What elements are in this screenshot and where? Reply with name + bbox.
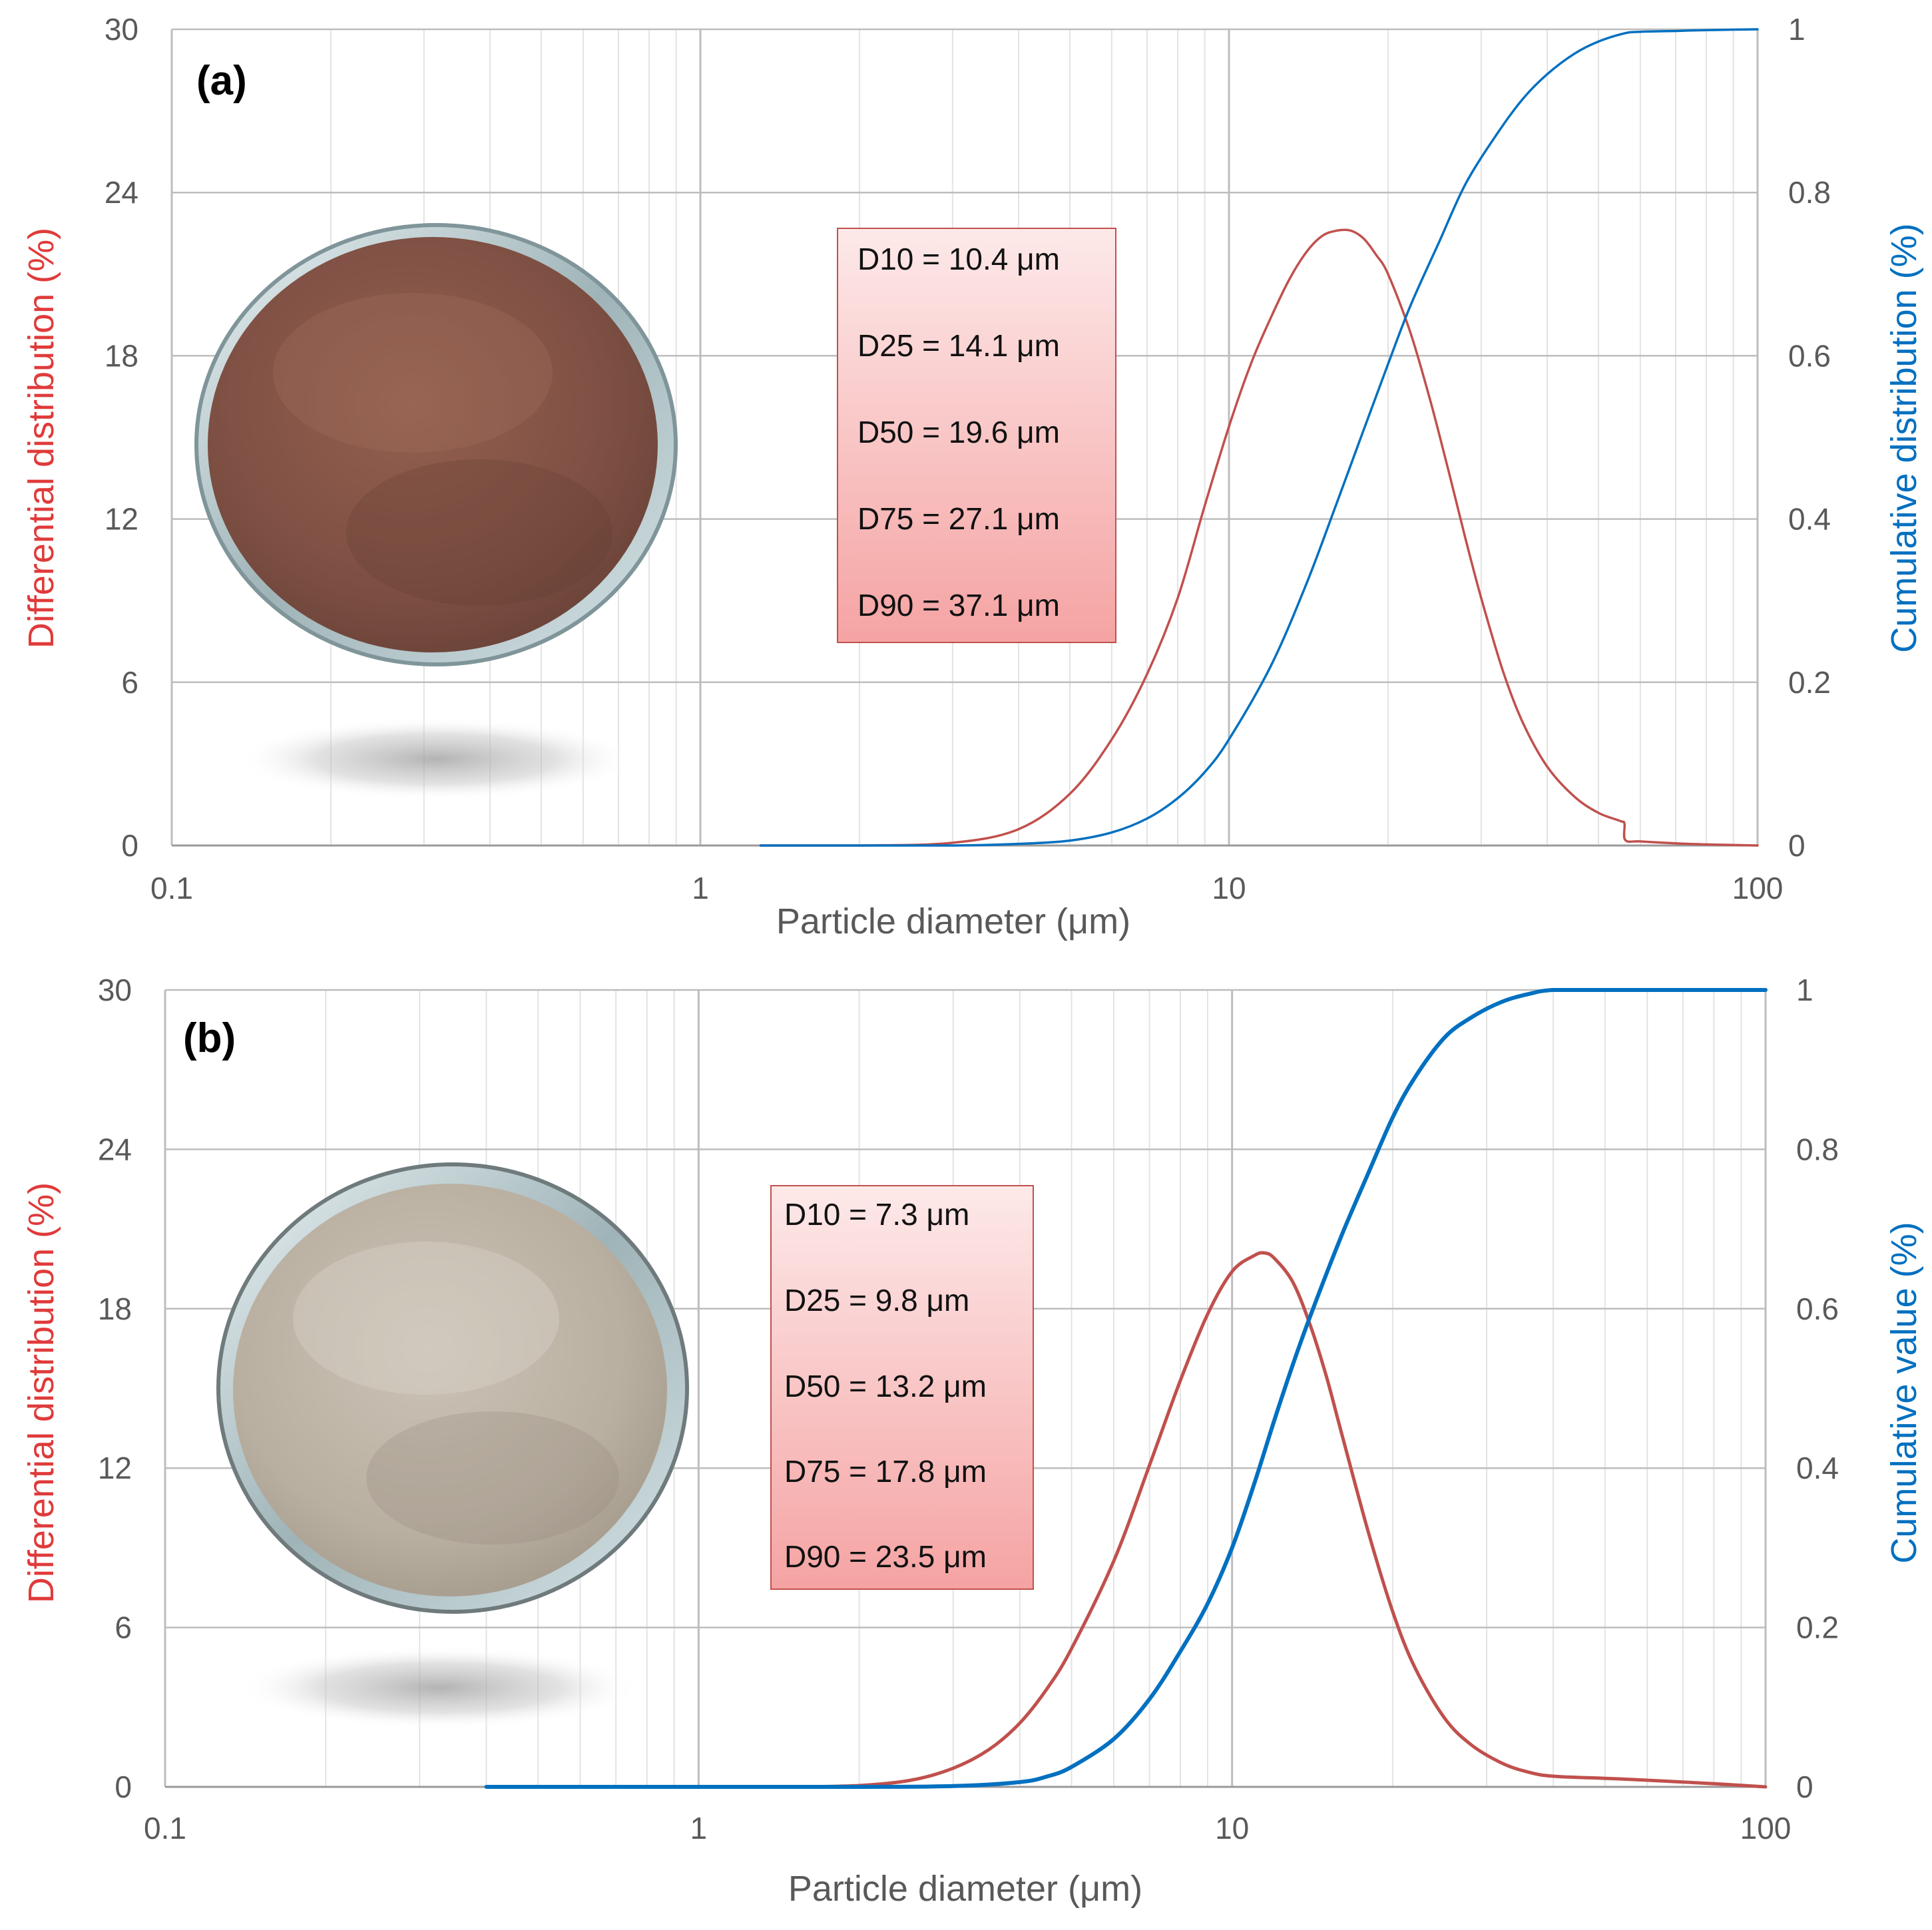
panel-b-y-right-tick-label: 0.4: [1796, 1451, 1839, 1485]
panel-a-photo-shadow: [236, 718, 636, 800]
panel-b-differential-line: [790, 1251, 1768, 1789]
panel-a-plot-area: [759, 28, 1759, 847]
panel-a-ylabel-right: Cumulative distribution (%): [1884, 223, 1924, 652]
panel-a-x-tick-label: 100: [1732, 871, 1784, 905]
panel-a-label: (a): [196, 58, 247, 104]
panel-b-y-right-tick-label: 0.8: [1796, 1132, 1839, 1166]
panel-a-y-left-tick-label: 12: [105, 502, 138, 537]
panel-a-y-right-tick-label: 1: [1788, 12, 1806, 47]
panel-b-photo: [216, 1162, 689, 1729]
panel-a-powder-shade: [346, 459, 612, 606]
panel-b-y-right-tick-label: 0.6: [1796, 1292, 1839, 1326]
panel-b-plot-area: [484, 987, 1768, 1790]
panel-a-x-tick-label: 0.1: [150, 871, 193, 905]
panel-a-xlabel: Particle diameter (μm): [776, 901, 1130, 941]
panel-a-powder-highlight: [273, 293, 553, 453]
panel-a-powder: [208, 237, 658, 652]
panel-b-ylabel-right: Cumulative value (%): [1884, 1222, 1924, 1563]
panel-a-x-tick-label: 10: [1212, 871, 1246, 905]
panel-a-y-right-tick-label: 0.8: [1788, 175, 1831, 210]
panel-a-y-left-tick-label: 18: [105, 338, 138, 373]
panel-a-y-right-tick-label: 0.4: [1788, 502, 1831, 537]
panel-a-differential-line: [759, 228, 1759, 847]
panel-a-y-left-tick-label: 6: [121, 665, 138, 700]
panel-b-y-right-tick-label: 1: [1796, 973, 1813, 1007]
panel-b-xlabel: Particle diameter (μm): [788, 1869, 1142, 1909]
panel-a-ylabel-left: Differential distribution (%): [21, 228, 61, 648]
panel-b-powder-highlight: [293, 1242, 559, 1395]
panel-b-x-tick-label: 0.1: [144, 1811, 186, 1845]
panel-b-stats-box: [770, 1185, 1034, 1590]
panel-b-stat-d50: D50 = 13.2 μm: [784, 1369, 987, 1403]
panel-b-x-tick-label: 1: [690, 1811, 708, 1845]
panel-b-x-tick-label: 100: [1740, 1811, 1792, 1845]
panel-b-y-right-tick-label: 0.2: [1796, 1610, 1839, 1645]
panel-b-label: (b): [183, 1015, 236, 1061]
panel-b-cumulative-line: [484, 987, 1768, 1790]
panel-a-stats-box: [837, 228, 1116, 643]
panel-a-stat-d90: D90 = 37.1 μm: [857, 588, 1060, 622]
panel-a-y-left-tick-label: 24: [105, 175, 138, 210]
panel-a-photo: [194, 223, 678, 800]
panel-a-x-tick-label: 1: [692, 871, 709, 905]
panel-a-stat-d25: D25 = 14.1 μm: [857, 328, 1060, 363]
panel-b-x-tick-label: 10: [1215, 1811, 1249, 1845]
panel-a-y-right-tick-label: 0.2: [1788, 665, 1831, 700]
panel-b-y-left-tick-label: 24: [98, 1132, 132, 1166]
panel-b-y-left-tick-label: 12: [98, 1451, 132, 1485]
panel-b-powder: [233, 1184, 667, 1596]
panel-b-stat-d25: D25 = 9.8 μm: [784, 1283, 969, 1318]
panel-a-stat-d50: D50 = 19.6 μm: [857, 415, 1060, 449]
panel-a-y-right-tick-label: 0.6: [1788, 338, 1831, 373]
panel-b-y-left-tick-label: 30: [98, 973, 132, 1007]
panel-b-y-left-tick-label: 6: [115, 1610, 132, 1645]
panel-b-y-left-tick-label: 0: [115, 1770, 132, 1804]
panel-a-y-left-tick-label: 0: [121, 828, 138, 863]
panel-b-stat-d90: D90 = 23.5 μm: [784, 1539, 987, 1574]
panel-b-y-right-tick-label: 0: [1796, 1770, 1813, 1804]
panel-b-ylabel-left: Differential distribution (%): [21, 1182, 61, 1603]
panel-a-stat-d75: D75 = 27.1 μm: [857, 501, 1060, 536]
panel-b-photo-shadow: [240, 1646, 639, 1729]
panel-a-stat-d10: D10 = 10.4 μm: [857, 242, 1060, 276]
panel-b-stat-d75: D75 = 17.8 μm: [784, 1454, 987, 1489]
panel-a-y-left-tick-label: 30: [105, 12, 138, 47]
panel-b-powder-shade: [366, 1411, 619, 1545]
panel-b-stat-d10: D10 = 7.3 μm: [784, 1197, 969, 1232]
panel-a-cumulative-line: [759, 28, 1759, 847]
panel-a-y-right-tick-label: 0: [1788, 828, 1806, 863]
panel-b-y-left-tick-label: 18: [98, 1292, 132, 1326]
